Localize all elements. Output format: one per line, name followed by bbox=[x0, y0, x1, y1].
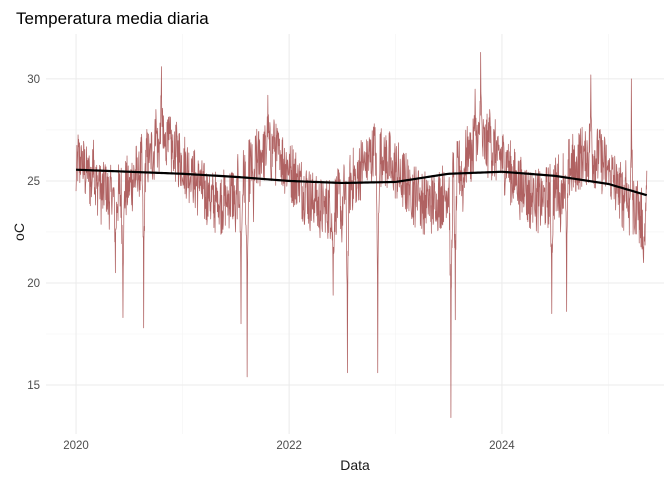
tick-labels: 15 20 25 30 2020 2022 2024 bbox=[27, 74, 515, 452]
y-tick-label: 15 bbox=[27, 380, 40, 392]
x-tick-label: 2024 bbox=[489, 440, 515, 452]
gridlines bbox=[46, 34, 664, 434]
y-tick-label: 25 bbox=[27, 176, 40, 188]
daily-temperature-line bbox=[75, 51, 648, 419]
x-tick-label: 2022 bbox=[276, 440, 302, 452]
x-tick-label: 2020 bbox=[63, 440, 89, 452]
smoothed-trend-line bbox=[75, 168, 648, 197]
series-layer bbox=[75, 51, 648, 419]
y-tick-label: 20 bbox=[27, 278, 40, 290]
y-tick-label: 30 bbox=[27, 74, 40, 86]
x-axis-title: Data bbox=[340, 457, 370, 473]
y-axis-title: oC bbox=[11, 223, 27, 241]
chart-title: Temperatura media diaria bbox=[16, 9, 209, 28]
